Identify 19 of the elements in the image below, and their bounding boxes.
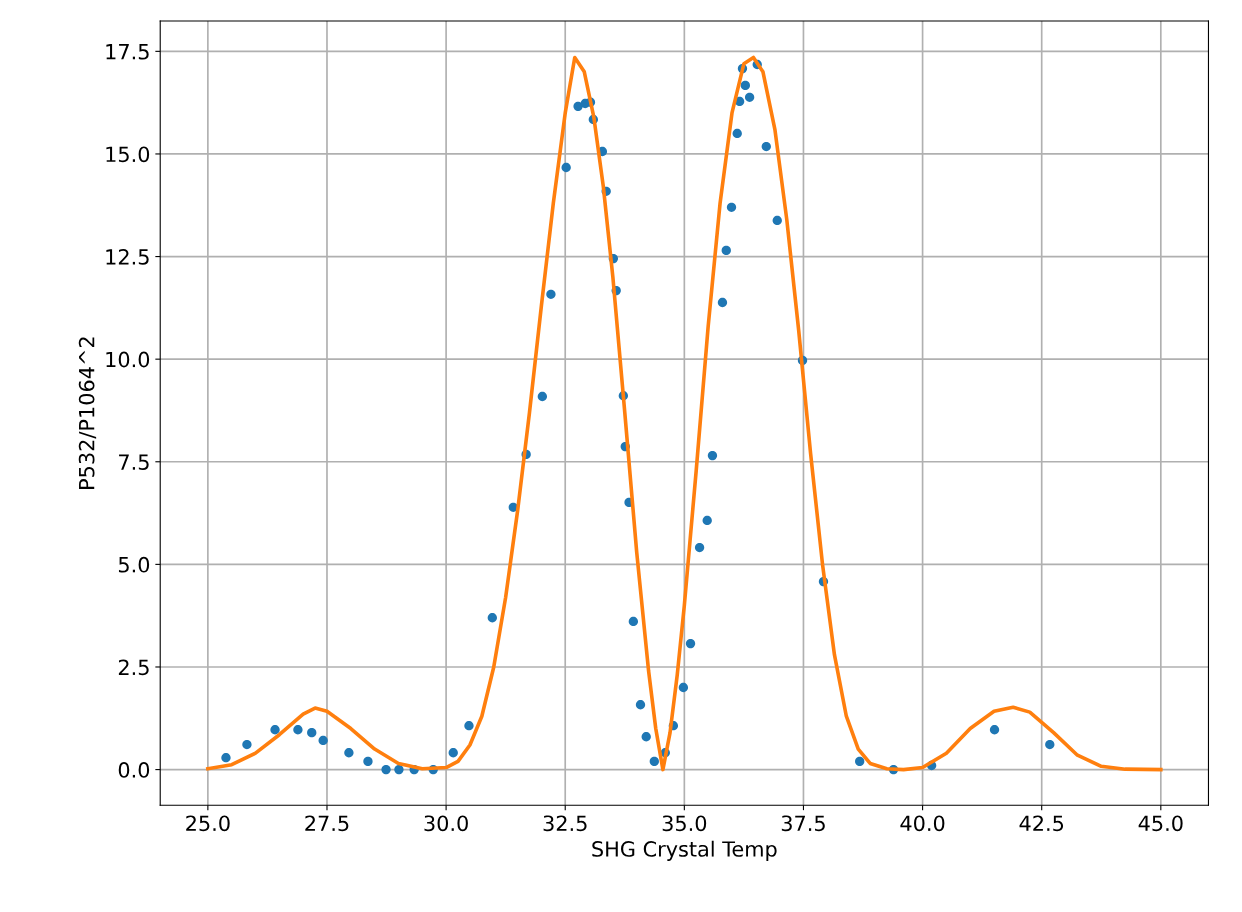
x-tick-label: 37.5 xyxy=(781,815,825,832)
x-axis-title: SHG Crystal Temp xyxy=(592,840,777,861)
y-tick-label: 2.5 xyxy=(118,659,149,676)
y-tick-label: 12.5 xyxy=(106,249,149,265)
x-tick-label: 30.0 xyxy=(424,815,468,832)
y-tick-label: 10.0 xyxy=(106,351,150,368)
y-axis-title: P532/P1064^2 xyxy=(78,337,97,489)
y-tick-label: 7.5 xyxy=(119,454,149,470)
y-tick-label: 5.0 xyxy=(118,556,150,573)
y-tick-label: 15.0 xyxy=(106,146,150,163)
x-tick-label: 35.0 xyxy=(662,815,707,832)
x-tick-label: 25.0 xyxy=(186,815,230,832)
y-tick-label: 0.0 xyxy=(118,762,150,778)
x-tick-label: 32.5 xyxy=(543,815,587,832)
x-tick-label: 45.0 xyxy=(1138,815,1183,832)
y-tick-label: 17.5 xyxy=(106,44,149,60)
x-tick-label: 27.5 xyxy=(305,815,349,832)
x-tick-label: 42.5 xyxy=(1019,815,1064,832)
x-tick-label: 40.0 xyxy=(900,815,945,832)
